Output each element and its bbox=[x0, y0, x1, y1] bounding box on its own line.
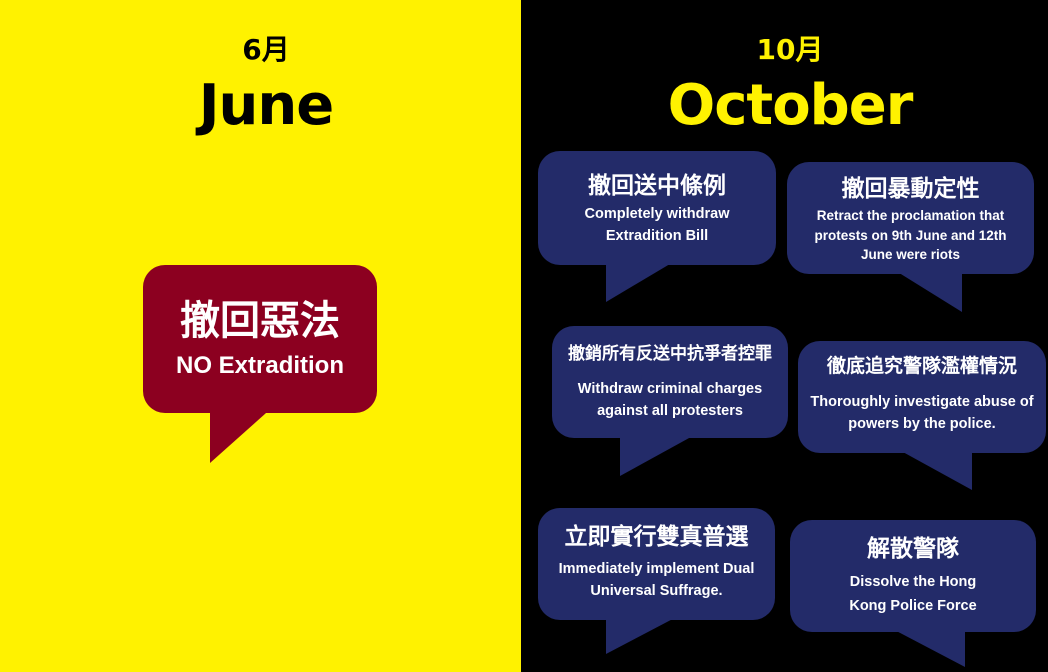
june-demand-zh: 撤回惡法 bbox=[143, 297, 377, 345]
demand-6-en: Dissolve the Hong Kong Police Force bbox=[794, 570, 1032, 618]
demand-1-bubble: 撤回送中條例 Completely withdraw Extradition B… bbox=[538, 151, 776, 265]
june-month-title: June bbox=[116, 74, 416, 138]
demand-5-zh: 立即實行雙真普選 bbox=[542, 522, 771, 552]
june-demand-en: NO Extradition bbox=[143, 351, 377, 381]
june-demand-bubble: 撤回惡法 NO Extradition bbox=[143, 265, 377, 413]
demand-4-bubble: 徹底追究警隊濫權情況 Thoroughly investigate abuse … bbox=[798, 341, 1046, 453]
october-month-title: October bbox=[625, 74, 955, 138]
demand-2-bubble: 撤回暴動定性 Retract the proclamation that pro… bbox=[787, 162, 1034, 274]
october-month-zh: 10月 bbox=[690, 34, 890, 66]
demand-6-bubble: 解散警隊 Dissolve the Hong Kong Police Force bbox=[790, 520, 1036, 632]
demand-3-en: Withdraw criminal charges against all pr… bbox=[556, 378, 784, 422]
demand-2-en: Retract the proclamation that protests o… bbox=[795, 206, 1026, 265]
demand-4-zh: 徹底追究警隊濫權情況 bbox=[800, 353, 1044, 379]
demand-5-bubble: 立即實行雙真普選 Immediately implement Dual Univ… bbox=[538, 508, 775, 620]
demand-1-en: Completely withdraw Extradition Bill bbox=[548, 203, 766, 247]
demand-3-bubble: 撤銷所有反送中抗爭者控罪 Withdraw criminal charges a… bbox=[552, 326, 788, 438]
june-month-zh: 6月 bbox=[166, 34, 366, 66]
demand-4-en: Thoroughly investigate abuse of powers b… bbox=[800, 391, 1044, 435]
demand-1-zh: 撤回送中條例 bbox=[548, 171, 766, 201]
demand-5-en: Immediately implement Dual Universal Suf… bbox=[542, 558, 771, 602]
demand-2-zh: 撤回暴動定性 bbox=[795, 174, 1026, 204]
demand-6-zh: 解散警隊 bbox=[794, 534, 1032, 564]
demand-3-zh: 撤銷所有反送中抗爭者控罪 bbox=[556, 342, 784, 366]
